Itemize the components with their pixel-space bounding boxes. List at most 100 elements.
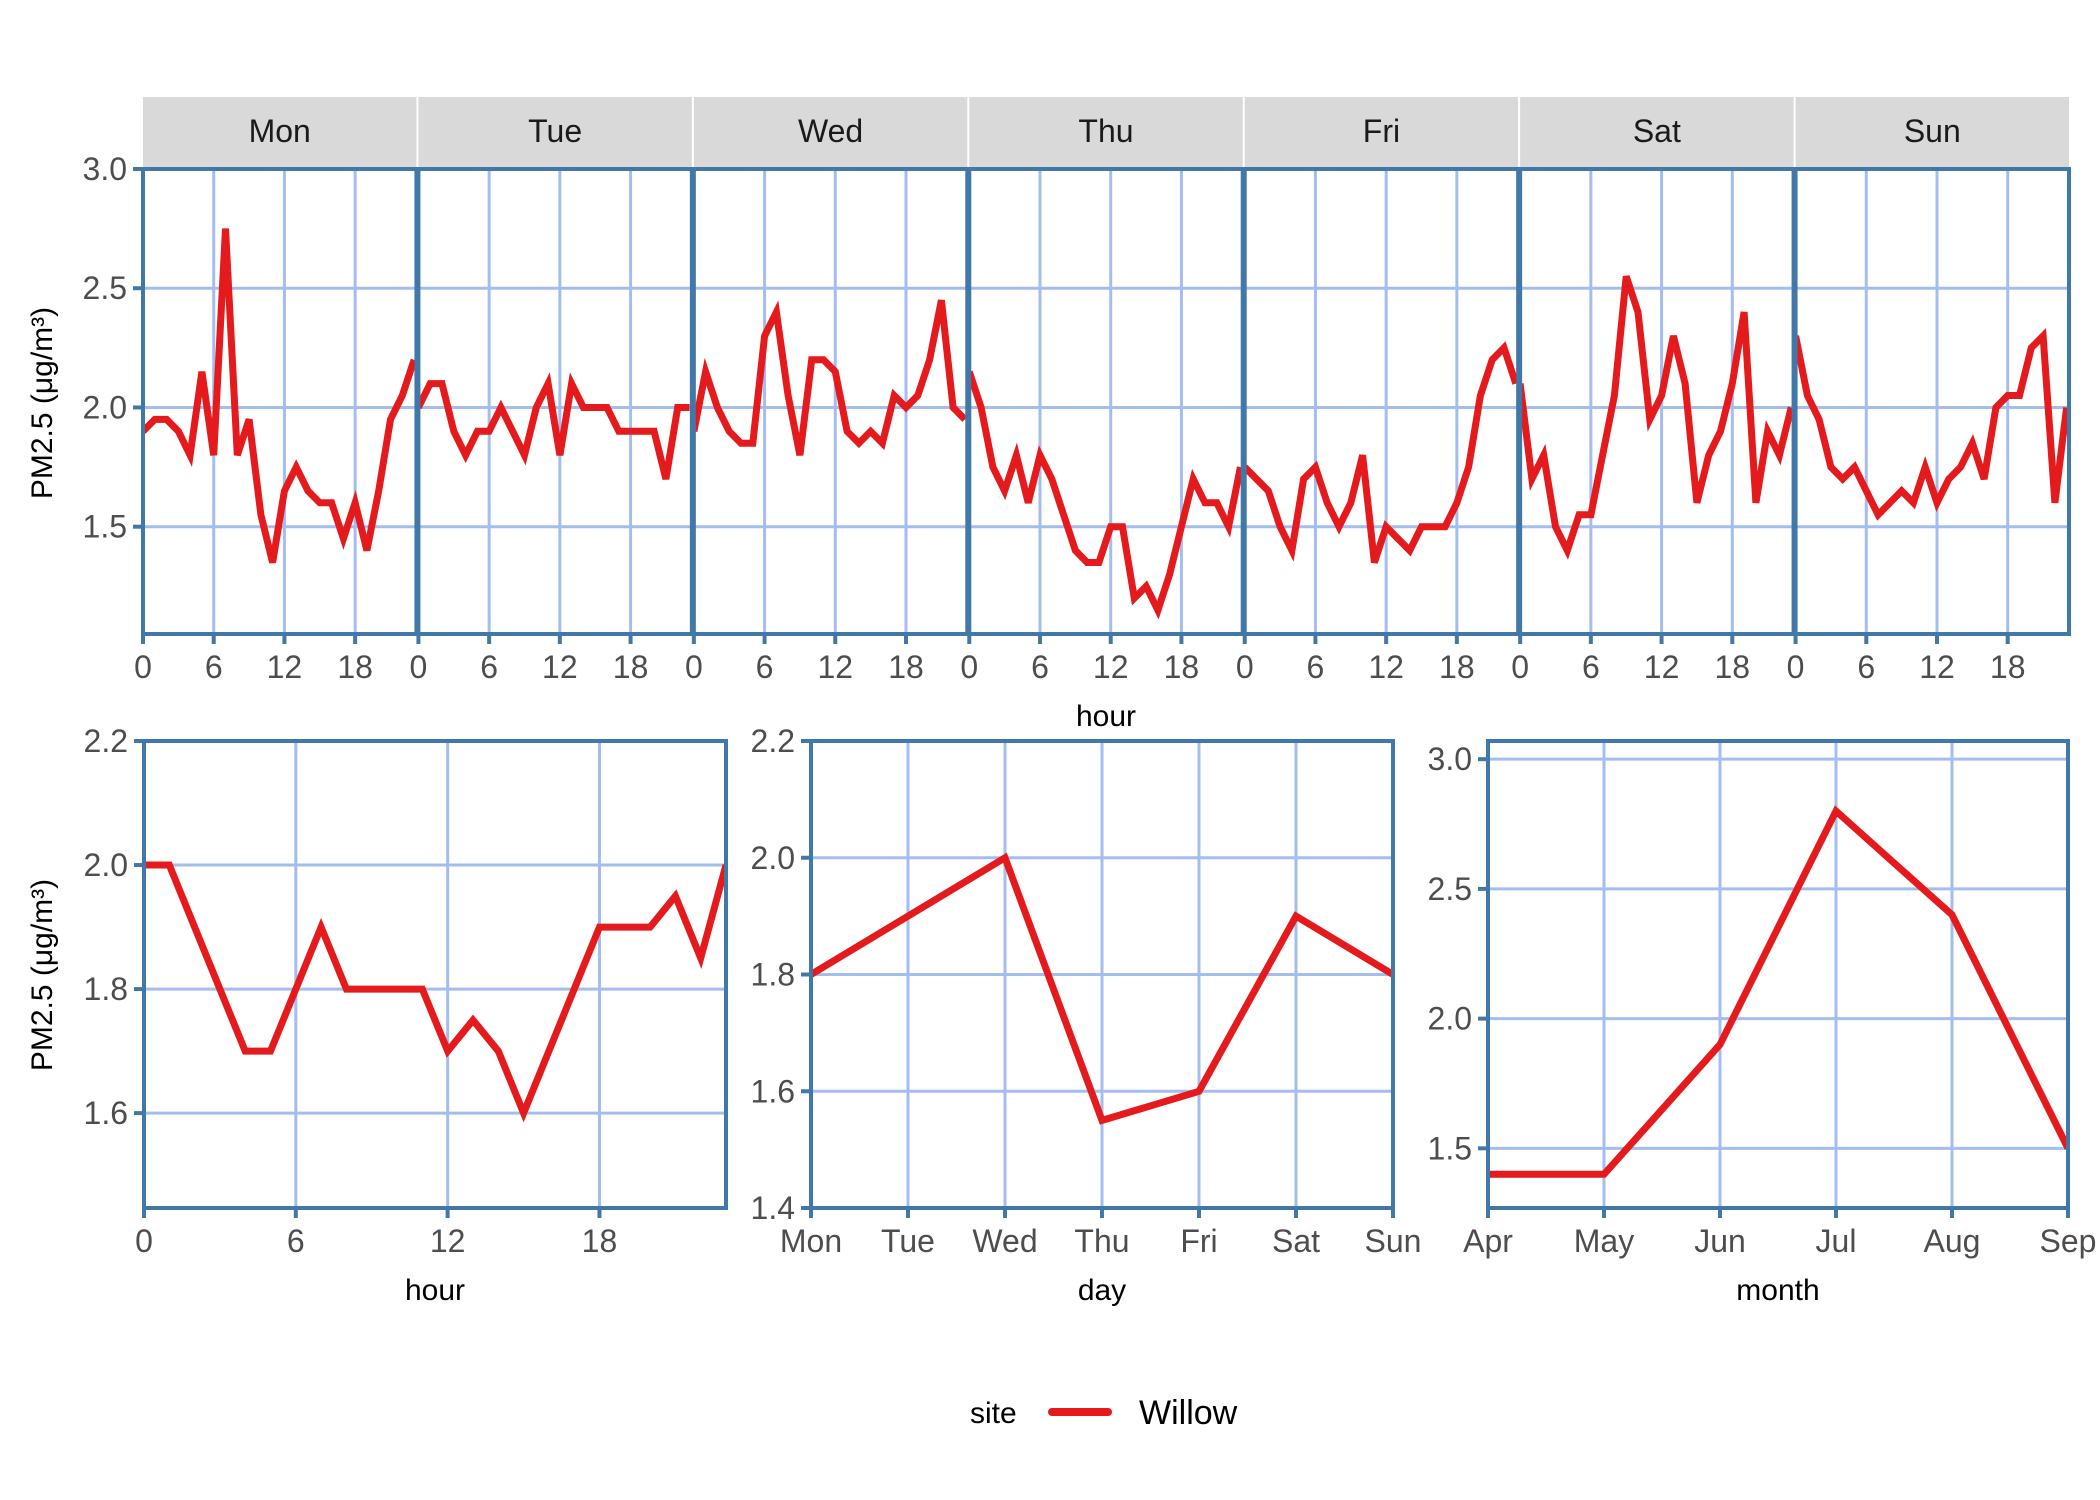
x-tick-label: 12 [1093,649,1129,685]
x-tick-label: 6 [205,649,223,685]
y-tick-label: 1.4 [751,1190,795,1226]
facet-thu: Thu 0 6 12 18 [960,97,1245,685]
x-tick-label: Aug [1924,1223,1981,1259]
y-tick-label: 1.6 [84,1095,128,1131]
month-panel-willow-line [1488,805,2068,1178]
hour-x-axis-title: hour [405,1274,465,1307]
x-tick-label: Jun [1694,1223,1746,1259]
facet-strip-label: Fri [1363,113,1400,149]
day-panel: Mon Tue Wed Thu Fri Sat Sun 1.4 1.6 1.8 2.0 2.2 [751,723,1422,1259]
facet-sun-border [1793,167,2071,636]
hour-panel-background [144,741,726,1208]
x-tick-label: 18 [337,649,373,685]
y-tick-label: 2.0 [83,389,127,425]
x-tick-label: Wed [972,1223,1037,1259]
legend-label-willow: Willow [1139,1394,1238,1432]
x-tick-label: 0 [410,649,428,685]
x-tick-label: 6 [1857,649,1875,685]
facet-strip-tue [418,97,692,167]
month-panel-y-axis: 1.5 2.0 2.5 3.0 [1428,741,1488,1166]
x-tick-label: 6 [1582,649,1600,685]
x-tick-label: 0 [960,649,978,685]
x-tick-label: 12 [267,649,303,685]
facet-wed: Wed 0 6 12 18 [685,97,970,685]
facet-tue-background [418,169,692,634]
top-y-axis-title: PM2.5 (μg/m³) [26,307,59,499]
facet-tue-x-axis: 0 6 12 18 [410,634,649,685]
facet-strip-label: Mon [249,113,311,149]
hour-panel-y-axis: 1.6 1.8 2.0 2.2 [84,723,144,1131]
x-tick-label: 6 [1307,649,1325,685]
x-tick-label: 0 [134,649,152,685]
y-tick-label: 3.0 [1428,741,1472,777]
y-tick-label: 2.5 [83,270,127,306]
facet-strip-label: Wed [798,113,863,149]
x-tick-label: 18 [613,649,649,685]
day-panel-willow-line [811,852,1393,1125]
y-tick-label: 2.2 [751,723,795,759]
facet-strip-label: Sun [1904,113,1961,149]
facet-strip-mon [143,97,417,167]
facet-mon: Mon 0 6 12 18 1.5 2.0 2.5 3.0 [83,97,419,685]
facet-mon-willow-line [143,228,417,564]
x-tick-label: 6 [1031,649,1049,685]
top-x-axis-title: hour [1076,700,1136,733]
y-tick-label: 2.2 [84,723,128,759]
x-tick-label: 12 [1368,649,1404,685]
x-tick-label: 12 [817,649,853,685]
x-tick-label: 12 [1919,649,1955,685]
facet-mon-y-axis: 1.5 2.0 2.5 3.0 [83,151,143,545]
facet-fri-willow-line [1244,341,1519,564]
x-tick-label: Sep [2040,1223,2097,1259]
facet-strip-thu [969,97,1243,167]
facet-strip-sat [1520,97,1794,167]
x-tick-label: 6 [287,1223,305,1259]
facet-strip-label: Thu [1078,113,1133,149]
y-tick-label: 2.0 [1428,1001,1472,1037]
hour-y-axis-title: PM2.5 (μg/m³) [26,879,59,1071]
y-tick-label: 1.5 [83,509,127,545]
facet-sun-background [1795,169,2069,634]
facet-sun-x-axis: 0 6 12 18 [1787,634,2026,685]
x-tick-label: 18 [888,649,924,685]
x-tick-label: 18 [1164,649,1200,685]
x-tick-label: 0 [685,649,703,685]
facet-strip-label: Tue [528,113,582,149]
legend-title: site [970,1397,1017,1430]
month-panel-x-axis: Apr May Jun Jul Aug Sep [1463,1208,2096,1259]
x-tick-label: Apr [1463,1223,1513,1259]
facet-fri-x-axis: 0 6 12 18 [1236,634,1475,685]
facet-mon-x-axis: 0 6 12 18 [134,634,373,685]
y-tick-label: 1.6 [751,1073,795,1109]
day-x-axis-title: day [1078,1274,1126,1307]
x-tick-label: 18 [1990,649,2026,685]
facet-thu-background [969,169,1243,634]
facet-strip-wed [693,97,968,167]
x-tick-label: May [1574,1223,1634,1259]
facet-wed-willow-line [693,299,968,456]
x-tick-label: 12 [430,1223,466,1259]
x-tick-label: Sun [1365,1223,1422,1259]
x-tick-label: 18 [1714,649,1750,685]
hour-panel-willow-line [144,861,726,1123]
x-tick-label: Mon [780,1223,842,1259]
x-tick-label: 18 [1439,649,1475,685]
y-tick-label: 2.0 [751,840,795,876]
x-tick-label: 0 [135,1223,153,1259]
y-tick-label: 2.0 [84,847,128,883]
month-panel-border [1486,739,2070,1210]
y-tick-label: 3.0 [83,151,127,187]
x-tick-label: 0 [1236,649,1254,685]
legend: site Willow [970,1394,1238,1432]
month-panel-background [1488,741,2068,1208]
facet-sun-willow-line [1795,327,2069,521]
facet-sun: Sun 0 6 12 18 [1787,97,2071,685]
hour-panel-border [142,739,728,1210]
x-tick-label: Tue [881,1223,935,1259]
facet-tue-border [416,167,694,636]
day-panel-x-axis: Mon Tue Wed Thu Fri Sat Sun [780,1208,1422,1259]
x-tick-label: 6 [756,649,774,685]
x-tick-label: 18 [582,1223,618,1259]
